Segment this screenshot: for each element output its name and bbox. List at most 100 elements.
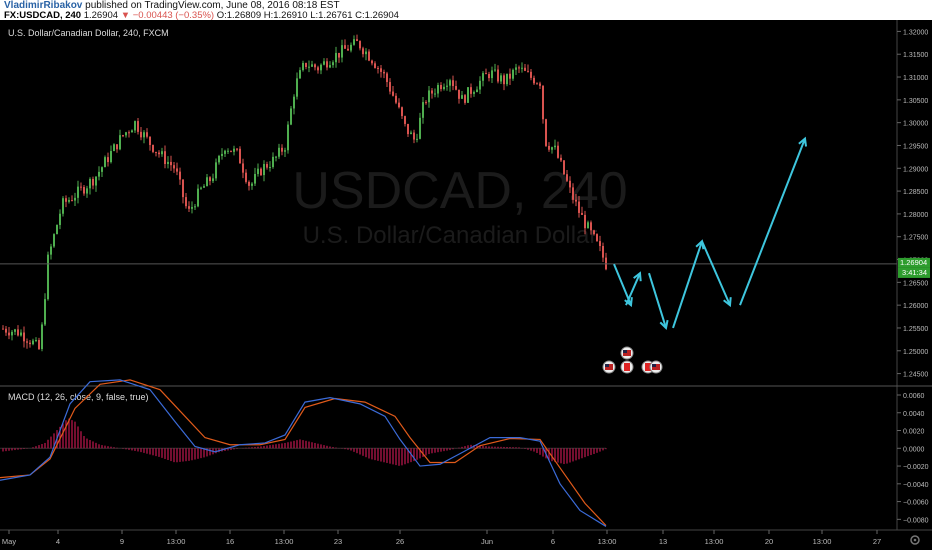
price-tick-label: 1.31000 [903, 75, 928, 82]
candle-body [497, 69, 499, 82]
candle-body [383, 71, 385, 74]
projection-arrow[interactable] [648, 272, 667, 329]
price-chart-title: U.S. Dollar/Canadian Dollar, 240, FXCM [8, 28, 169, 38]
time-tick-label: 23 [334, 537, 342, 546]
candle-body [140, 131, 142, 138]
macd-axis-ticks: 0.0060 0.0040 0.0020 0.0000 −0.0020 −0.0040 −0… [897, 393, 929, 524]
candle-body [554, 145, 556, 148]
candle-body [380, 68, 382, 72]
candle-body [194, 206, 196, 208]
candle-body [482, 73, 484, 81]
time-tick-label: 26 [396, 537, 404, 546]
candle-body [416, 138, 418, 140]
last-price-tag-text: 1.26904 [900, 258, 927, 267]
author-name[interactable]: VladimirRibakov [4, 0, 83, 11]
symbol-label: FX:USDCAD, 240 [4, 10, 82, 21]
candle-body [512, 69, 514, 79]
time-tick-label: 27 [873, 537, 881, 546]
candle-body [227, 150, 229, 152]
time-tick-label: 20 [765, 537, 773, 546]
projection-arrow-head [798, 136, 808, 147]
candle-body [377, 67, 379, 69]
projection-arrow[interactable] [739, 138, 806, 306]
candle-body [560, 157, 562, 161]
candle-body [146, 132, 148, 137]
candle-body [164, 151, 166, 165]
candle-body [374, 63, 376, 68]
projection-arrow-head [723, 297, 732, 308]
time-axis[interactable]: May 4 9 13:00 16 13:00 23 26 Jun 6 13:00 13 13:00 20 1… [2, 530, 881, 546]
candle-body [80, 186, 82, 188]
event-marker-us-2[interactable] [620, 346, 634, 360]
candle-body [161, 151, 163, 155]
projection-arrow[interactable] [672, 240, 703, 329]
candle-body [59, 213, 61, 225]
candle-body [458, 89, 460, 99]
candle-body [173, 165, 175, 169]
candle-body [254, 173, 256, 184]
candle-body [446, 85, 448, 87]
price-change: ▼ −0.00443 (−0.35%) [120, 10, 215, 21]
projection-arrow[interactable] [701, 240, 731, 306]
candle-body [326, 61, 328, 68]
price-pane[interactable] [0, 20, 897, 385]
candle-body [125, 132, 127, 136]
candle-body [197, 188, 199, 207]
candle-body [506, 73, 508, 85]
projection-arrow[interactable] [625, 272, 641, 306]
event-marker-us-3[interactable] [649, 360, 663, 374]
event-marker-ca-1[interactable] [620, 360, 634, 374]
candle-body [563, 160, 565, 175]
candle-body [356, 39, 358, 42]
time-tick-label: May [2, 537, 16, 546]
chart-canvas[interactable]: USDCAD, 240 U.S. Dollar/Canadian Dollar … [0, 20, 932, 550]
projection-arrow-head [633, 271, 642, 282]
price-tick-label: 1.29500 [903, 143, 928, 150]
candle-body [14, 329, 16, 332]
projection-arrows[interactable] [613, 136, 808, 330]
candle-body [113, 144, 115, 152]
time-tick-label: 6 [551, 537, 555, 546]
projection-arrow-head [659, 319, 669, 330]
candle-body [92, 178, 94, 186]
price-tick-label: 1.30000 [903, 121, 928, 128]
candle-body [593, 230, 595, 235]
price-tick-label: 1.32000 [903, 29, 928, 36]
event-marker-us-1[interactable] [602, 360, 616, 374]
gear-icon[interactable] [910, 535, 920, 545]
candle-body [83, 187, 85, 194]
candle-body [65, 198, 67, 202]
candle-body [410, 132, 412, 135]
candle-body [488, 74, 490, 79]
candle-body [317, 67, 319, 71]
time-tick-label: 13:00 [598, 537, 617, 546]
candle-body [119, 135, 121, 150]
candle-body [437, 85, 439, 94]
candle-body [290, 108, 292, 125]
candle-body [539, 83, 541, 86]
candle-body [209, 177, 211, 182]
candle-body [320, 64, 322, 71]
candle-body [530, 71, 532, 78]
candle-body [332, 62, 334, 66]
candle-body [338, 52, 340, 58]
price-tick-label: 1.24500 [903, 372, 928, 379]
candle-body [401, 107, 403, 117]
candle-body [74, 197, 76, 201]
candle-body [578, 201, 580, 213]
candle-body [347, 48, 349, 51]
candle-body [284, 150, 286, 152]
candle-body [38, 340, 40, 350]
candle-body [440, 85, 442, 90]
candle-body [86, 188, 88, 194]
candle-body [206, 177, 208, 187]
candle-body [71, 200, 73, 202]
candle-body [62, 198, 64, 214]
candle-body [281, 147, 283, 152]
event-markers[interactable] [602, 346, 663, 374]
time-tick-label: Jun [481, 537, 493, 546]
countdown-tag [898, 267, 930, 278]
candle-body [518, 67, 520, 69]
candle-body [566, 174, 568, 181]
time-tick-label: 13:00 [167, 537, 186, 546]
